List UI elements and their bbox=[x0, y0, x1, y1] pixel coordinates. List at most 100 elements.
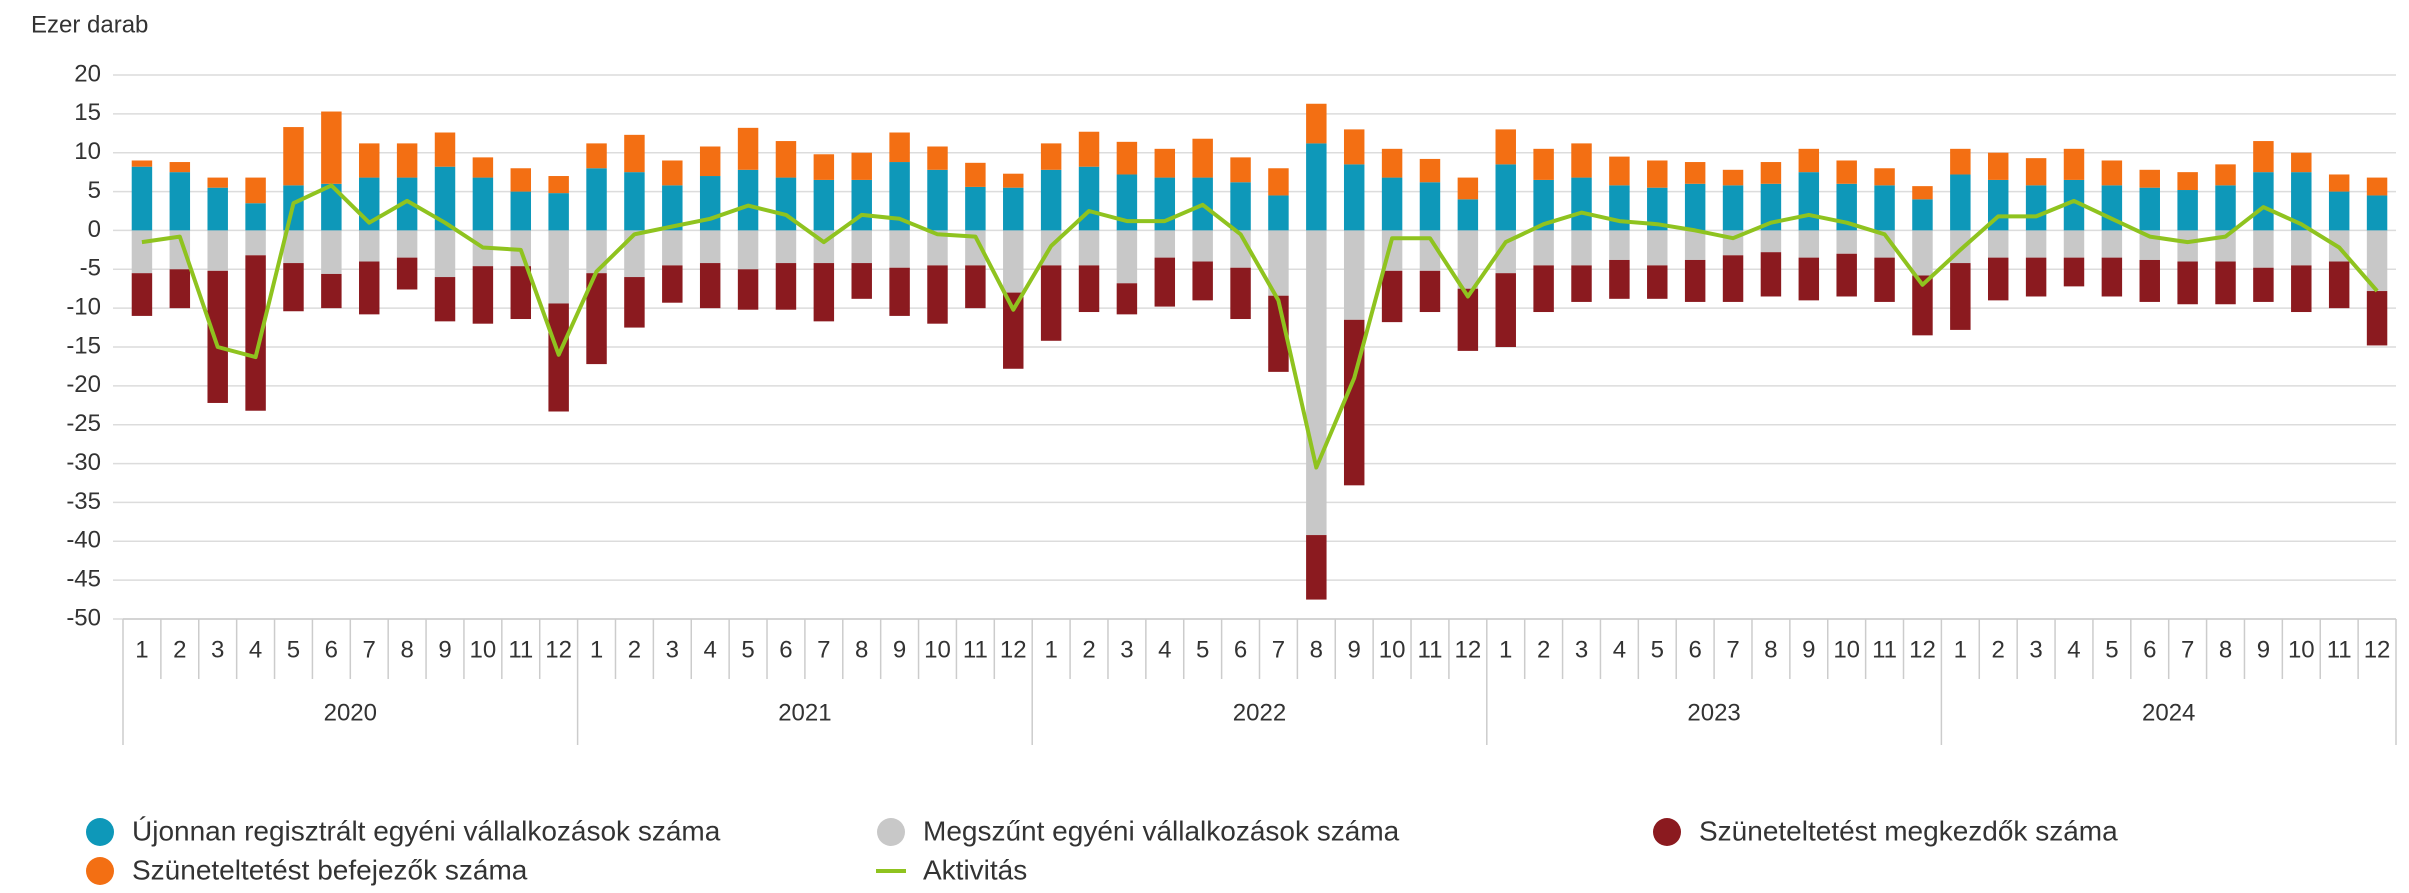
bar bbox=[1647, 230, 1668, 266]
bar bbox=[510, 168, 532, 192]
bar bbox=[927, 265, 948, 324]
y-tick-label: -50 bbox=[66, 604, 101, 631]
x-tick-label: 8 bbox=[2219, 636, 2232, 663]
bar bbox=[207, 187, 228, 231]
bar bbox=[1912, 230, 1933, 276]
x-tick-label: 9 bbox=[2257, 636, 2270, 663]
bar bbox=[775, 177, 797, 231]
x-tick-label: 2 bbox=[1082, 636, 1095, 663]
bar bbox=[207, 177, 228, 188]
y-tick-label: -5 bbox=[80, 255, 101, 282]
x-tick-label: 10 bbox=[470, 636, 497, 663]
bar bbox=[1495, 164, 1516, 231]
bar bbox=[1078, 131, 1100, 167]
bar bbox=[131, 230, 153, 274]
x-tick-label: 11 bbox=[2327, 636, 2352, 663]
bar bbox=[586, 273, 607, 365]
bar bbox=[737, 269, 759, 310]
x-tick-label: 7 bbox=[1272, 636, 1285, 663]
bar bbox=[2253, 172, 2274, 231]
bar bbox=[321, 111, 342, 184]
x-tick-label: 4 bbox=[1613, 636, 1626, 663]
x-tick-label: 3 bbox=[1120, 636, 1133, 663]
bar bbox=[548, 230, 569, 304]
bar bbox=[699, 146, 721, 177]
bar bbox=[1419, 182, 1441, 231]
bar bbox=[1003, 173, 1024, 188]
bar bbox=[207, 270, 228, 403]
x-tick-label: 4 bbox=[2067, 636, 2080, 663]
x-tick-label: 6 bbox=[779, 636, 792, 663]
bar bbox=[1760, 162, 1782, 184]
bar bbox=[1268, 168, 1289, 196]
bar bbox=[396, 177, 418, 231]
bar bbox=[1571, 265, 1592, 302]
bar bbox=[775, 141, 797, 178]
bar bbox=[2328, 261, 2350, 309]
bar bbox=[1154, 257, 1176, 307]
bar bbox=[1684, 230, 1706, 260]
bar bbox=[434, 277, 456, 322]
x-tick-label: 12 bbox=[1000, 636, 1027, 663]
legend-marker bbox=[86, 818, 114, 846]
bar bbox=[775, 230, 797, 264]
bar bbox=[1533, 265, 1554, 313]
bar bbox=[662, 160, 683, 186]
bar bbox=[586, 230, 607, 274]
bar bbox=[2366, 195, 2388, 231]
bar bbox=[813, 179, 835, 231]
bar bbox=[1798, 230, 1820, 258]
bar bbox=[586, 143, 607, 169]
x-tick-label: 2 bbox=[628, 636, 641, 663]
bar bbox=[321, 230, 342, 274]
bar bbox=[1419, 270, 1441, 313]
bar bbox=[2025, 230, 2047, 258]
bar bbox=[1381, 177, 1403, 231]
bar bbox=[1268, 195, 1289, 231]
y-tick-label: -30 bbox=[66, 449, 101, 476]
bar bbox=[1722, 255, 1744, 302]
legend-label: Megszűnt egyéni vállalkozások száma bbox=[923, 815, 1400, 846]
bar bbox=[1306, 143, 1327, 231]
bar bbox=[548, 176, 569, 194]
x-tick-label: 11 bbox=[1418, 636, 1443, 663]
bar bbox=[1003, 187, 1024, 231]
bar bbox=[624, 134, 645, 173]
bar bbox=[775, 263, 797, 310]
bar bbox=[1116, 283, 1138, 315]
bar bbox=[1154, 148, 1176, 178]
bar bbox=[1230, 267, 1251, 320]
bar bbox=[1230, 182, 1251, 231]
bar bbox=[1571, 177, 1592, 231]
bar bbox=[927, 146, 948, 170]
bar bbox=[1192, 230, 1213, 262]
bar bbox=[2063, 179, 2085, 231]
bar bbox=[1798, 257, 1820, 301]
bar bbox=[1912, 275, 1933, 336]
bar bbox=[472, 157, 494, 178]
bar bbox=[1874, 185, 1895, 231]
bar bbox=[2177, 230, 2198, 262]
bar bbox=[2366, 177, 2388, 196]
bar bbox=[1684, 162, 1706, 184]
bar bbox=[2215, 164, 2236, 186]
legend: Újonnan regisztrált egyéni vállalkozások… bbox=[86, 815, 2118, 885]
bar bbox=[1533, 148, 1554, 180]
bar bbox=[2063, 257, 2085, 287]
bar bbox=[283, 230, 304, 264]
bar bbox=[2063, 230, 2085, 258]
bar bbox=[1950, 148, 1971, 175]
bar bbox=[624, 230, 645, 278]
bar bbox=[510, 191, 532, 231]
bar bbox=[889, 230, 910, 268]
bar bbox=[1343, 129, 1365, 165]
bar bbox=[851, 152, 872, 180]
x-tick-label: 3 bbox=[2029, 636, 2042, 663]
x-tick-label: 4 bbox=[1158, 636, 1171, 663]
bar bbox=[1457, 288, 1479, 351]
x-tick-label: 12 bbox=[1909, 636, 1936, 663]
x-tick-label: 3 bbox=[211, 636, 224, 663]
x-tick-label: 6 bbox=[1688, 636, 1701, 663]
bar bbox=[737, 230, 759, 270]
y-tick-label: 5 bbox=[88, 177, 101, 204]
